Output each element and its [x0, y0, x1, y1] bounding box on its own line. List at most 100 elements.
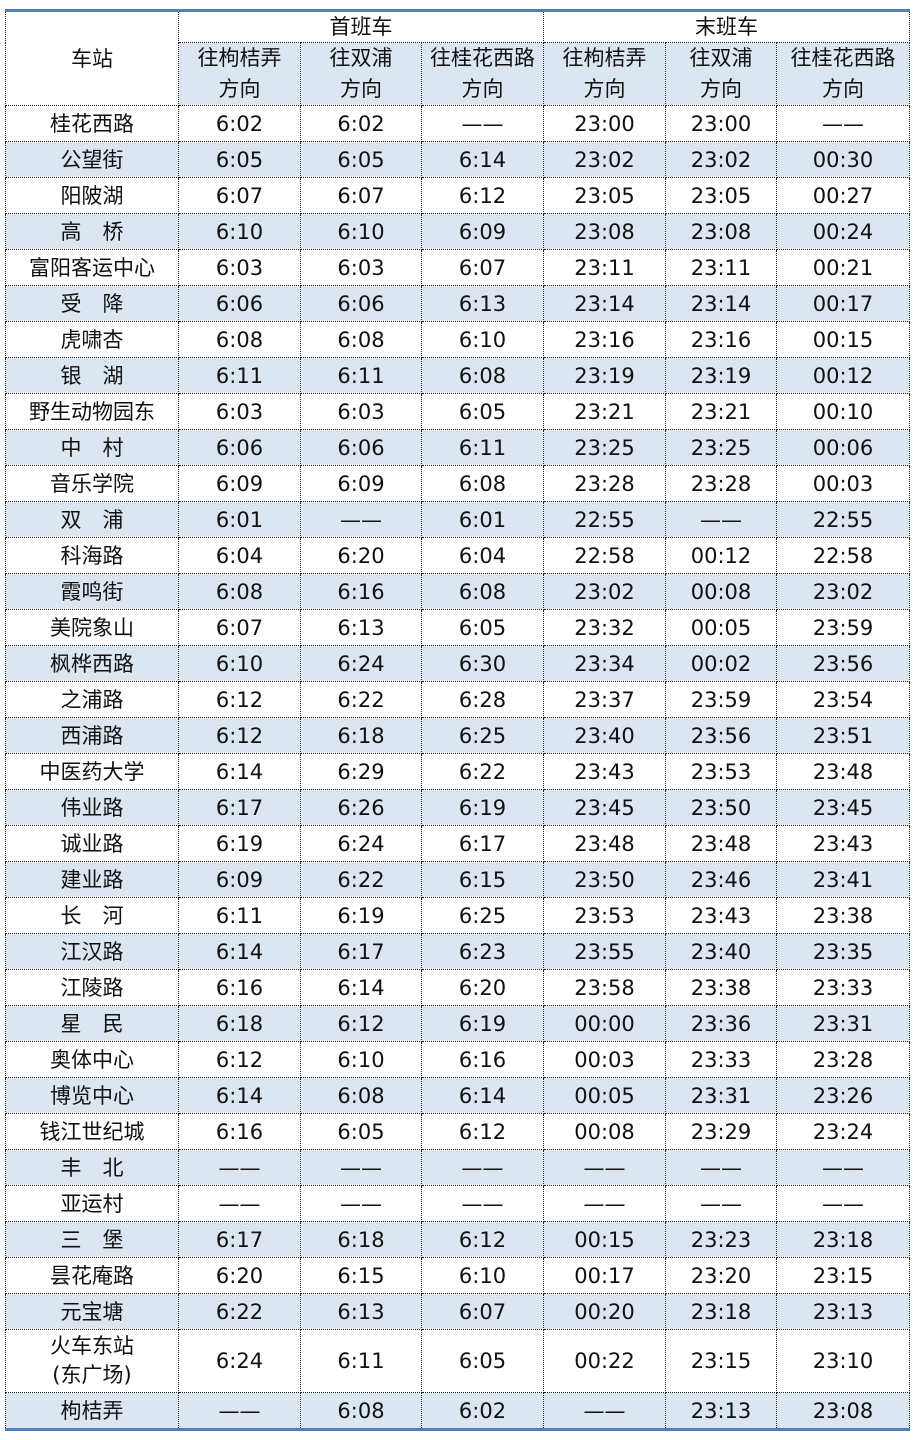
station-name-text: 奥体中心 [50, 1047, 134, 1072]
time-cell: —— [300, 1185, 422, 1222]
station-name: 元宝塘 [5, 1293, 179, 1330]
time-cell: 6:06 [300, 429, 422, 466]
station-name-text: 三 堡 [60, 1227, 124, 1252]
time-cell: 23:05 [665, 177, 778, 214]
time-cell: 23:05 [543, 177, 667, 214]
station-name: 博览中心 [5, 1077, 179, 1114]
table-row: 枫桦西路 6:10 6:24 6:30 23:34 00:02 23:56 [5, 645, 911, 682]
time-cell: 6:12 [178, 717, 301, 754]
time-cell: 23:25 [543, 429, 667, 466]
station-name-text: 伟业路 [60, 795, 124, 820]
header-direction-line: 方向 [700, 77, 743, 101]
time-cell: 23:48 [776, 753, 911, 790]
table-row: 钱江世纪城 6:16 6:05 6:12 00:08 23:29 23:24 [5, 1113, 911, 1150]
time-cell: 23:31 [776, 1005, 911, 1042]
time-cell: 23:11 [665, 249, 778, 286]
station-name-text: 霞鸣街 [60, 579, 124, 604]
time-cell: 00:12 [776, 357, 911, 394]
station-name-text: 美院象山 [50, 615, 134, 640]
station-name-text: 火车东站 [50, 1334, 134, 1358]
time-cell: 6:20 [300, 537, 422, 574]
station-name: 富阳客运中心 [5, 249, 179, 286]
time-cell: 6:05 [420, 609, 545, 646]
time-cell: 6:07 [178, 177, 301, 214]
time-cell: 6:05 [420, 393, 545, 430]
time-cell: 23:53 [665, 753, 778, 790]
time-cell: —— [300, 501, 422, 538]
time-cell: 00:03 [543, 1041, 667, 1078]
time-cell: 6:26 [300, 789, 422, 826]
time-cell: 23:59 [776, 609, 911, 646]
table-row: 元宝塘 6:22 6:13 6:07 00:20 23:18 23:13 [5, 1293, 911, 1330]
time-cell: 6:19 [178, 825, 301, 862]
time-cell: 23:19 [543, 357, 667, 394]
time-cell: 00:08 [665, 573, 778, 610]
station-name: 双 浦 [5, 501, 179, 538]
time-cell: 6:04 [178, 537, 301, 574]
time-cell: —— [665, 1185, 778, 1222]
time-cell: 6:18 [300, 717, 422, 754]
time-cell: 23:40 [543, 717, 667, 754]
time-cell: 23:25 [665, 429, 778, 466]
time-cell: 6:09 [178, 861, 301, 898]
table-row: 野生动物园东 6:03 6:03 6:05 23:21 23:21 00:10 [5, 393, 911, 430]
time-cell: 00:00 [543, 1005, 667, 1042]
time-cell: 6:20 [420, 969, 545, 1006]
station-name: 江陵路 [5, 969, 179, 1006]
header-direction-line: 方向 [583, 77, 626, 101]
time-cell: 6:10 [178, 213, 301, 250]
station-name-line2: (东广场) [52, 1363, 132, 1387]
time-cell: 23:21 [543, 393, 667, 430]
station-name-text: 江汉路 [60, 939, 124, 964]
time-cell: 6:05 [420, 1329, 545, 1393]
station-name: 钱江世纪城 [5, 1113, 179, 1150]
time-cell: 23:28 [665, 465, 778, 502]
station-name-text: 野生动物园东 [29, 399, 155, 424]
time-cell: 23:56 [776, 645, 911, 682]
time-cell: 6:22 [420, 753, 545, 790]
time-cell: 6:04 [420, 537, 545, 574]
station-name: 虎啸杏 [5, 321, 179, 358]
time-cell: 6:03 [178, 393, 301, 430]
time-cell: 6:14 [420, 1077, 545, 1114]
time-cell: —— [543, 1392, 667, 1430]
table-row: 中 村 6:06 6:06 6:11 23:25 23:25 00:06 [5, 429, 911, 466]
time-cell: 6:07 [420, 1293, 545, 1330]
header-direction-line: 往桂花西路 [790, 46, 896, 70]
station-name-text: 钱江世纪城 [39, 1119, 145, 1144]
time-cell: 23:53 [543, 897, 667, 934]
time-cell: 6:17 [178, 1221, 301, 1258]
station-name-text: 长 河 [60, 903, 124, 928]
station-name: 三 堡 [5, 1221, 179, 1258]
time-cell: 6:29 [300, 753, 422, 790]
time-cell: 6:10 [300, 213, 422, 250]
station-name: 高 桥 [5, 213, 179, 250]
header-direction-line: 方向 [461, 77, 504, 101]
time-cell: 6:14 [178, 753, 301, 790]
time-cell: —— [420, 105, 545, 142]
time-cell: 23:43 [543, 753, 667, 790]
table-row: 科海路 6:04 6:20 6:04 22:58 00:12 22:58 [5, 537, 911, 574]
time-cell: 6:12 [420, 1113, 545, 1150]
station-name-text: 西浦路 [60, 723, 124, 748]
time-cell: 6:30 [420, 645, 545, 682]
time-cell: 6:17 [178, 789, 301, 826]
time-cell: 6:03 [300, 249, 422, 286]
time-cell: 23:33 [665, 1041, 778, 1078]
time-cell: 23:28 [543, 465, 667, 502]
table-row: 公望街 6:05 6:05 6:14 23:02 23:02 00:30 [5, 141, 911, 178]
time-cell: 6:16 [178, 1113, 301, 1150]
time-cell: 6:19 [420, 789, 545, 826]
time-cell: 23:08 [665, 213, 778, 250]
station-name: 美院象山 [5, 609, 179, 646]
header-direction: 往枸桔弄 方向 [178, 42, 301, 106]
time-cell: 23:18 [665, 1293, 778, 1330]
header-first-train: 首班车 [177, 10, 545, 43]
time-cell: 6:11 [178, 357, 301, 394]
time-cell: 23:35 [776, 933, 911, 970]
header-direction-line: 方向 [822, 77, 865, 101]
table-row: 诚业路 6:19 6:24 6:17 23:48 23:48 23:43 [5, 825, 911, 862]
header-direction-line: 往双浦 [689, 46, 753, 70]
table-row: 长 河 6:11 6:19 6:25 23:53 23:43 23:38 [5, 897, 911, 934]
time-cell: 6:18 [178, 1005, 301, 1042]
